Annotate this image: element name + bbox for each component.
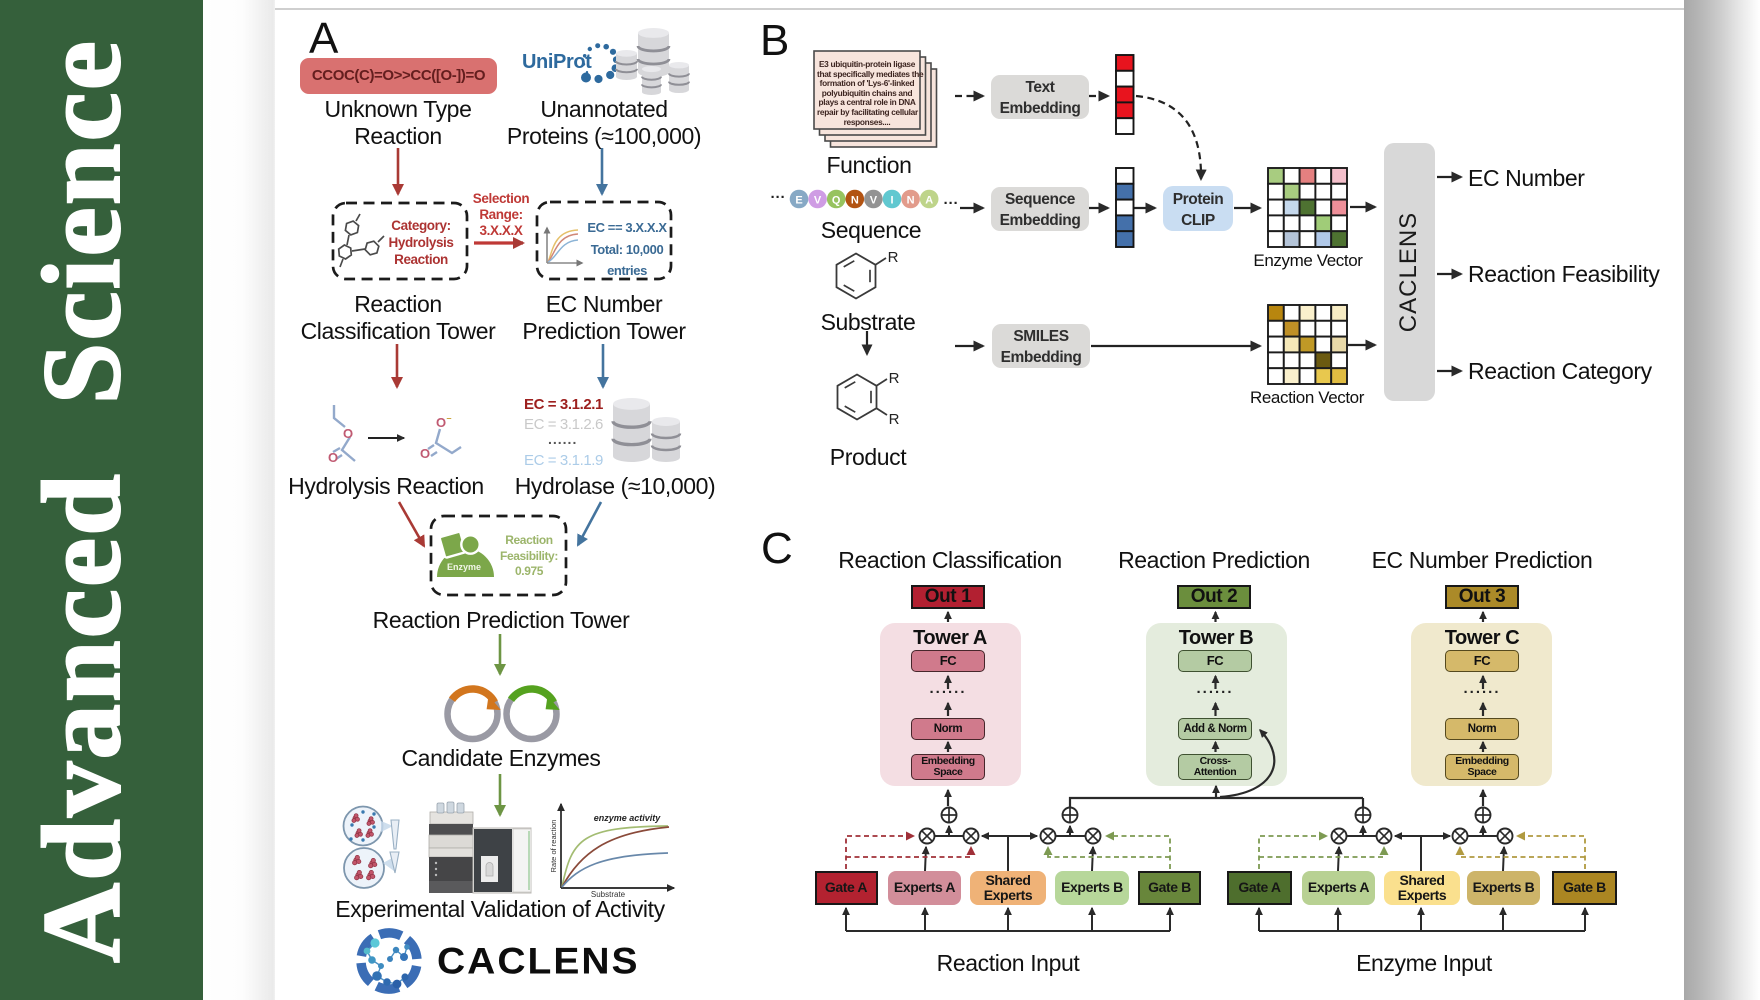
svg-text:V: V [814, 195, 822, 207]
svg-text:R: R [889, 411, 900, 428]
svg-text:O: O [328, 450, 338, 465]
svg-text:O: O [343, 426, 353, 441]
svg-text:R: R [888, 249, 899, 266]
svg-text:O: O [436, 415, 446, 430]
svg-text:···: ··· [771, 189, 786, 206]
svg-text:N: N [851, 195, 859, 207]
svg-text:Substrate: Substrate [591, 890, 626, 899]
svg-text:I: I [890, 195, 893, 207]
svg-text:R: R [889, 370, 900, 387]
svg-text:E: E [795, 195, 802, 207]
svg-text:···: ··· [944, 195, 959, 212]
svg-text:O: O [420, 446, 430, 461]
svg-text:Rate of reaction: Rate of reaction [549, 820, 558, 873]
svg-text:–: – [446, 413, 451, 423]
svg-text:A: A [925, 195, 933, 207]
svg-text:Enzyme: Enzyme [447, 562, 481, 572]
svg-text:enzyme activity: enzyme activity [594, 813, 662, 823]
svg-text:N: N [907, 195, 915, 207]
svg-text:V: V [870, 195, 878, 207]
svg-text:Q: Q [832, 195, 841, 207]
